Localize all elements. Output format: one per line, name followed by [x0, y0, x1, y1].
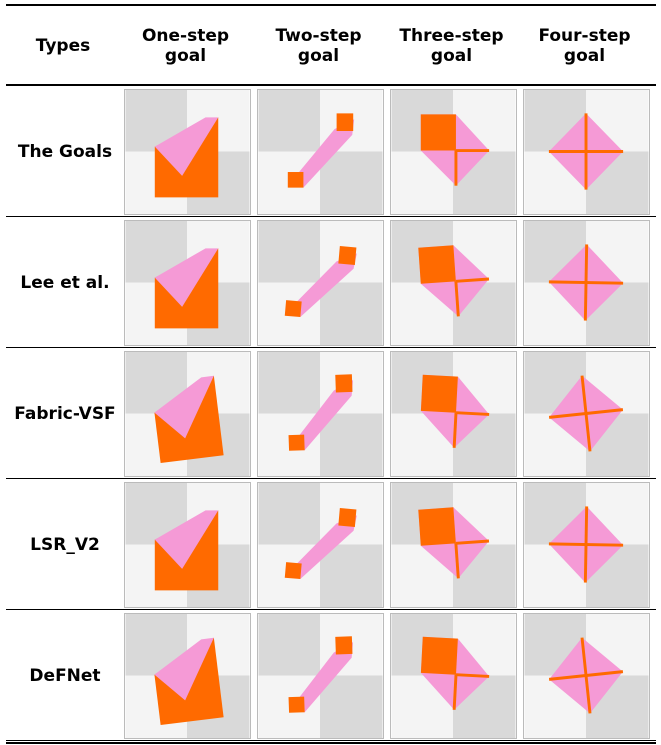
fabric-render [258, 614, 383, 738]
checker [320, 152, 382, 214]
fabric-render [125, 90, 250, 214]
fabric-render [524, 90, 649, 214]
checker [320, 414, 382, 476]
fabric-render [524, 614, 649, 738]
result-image [390, 613, 517, 739]
top-rule [6, 4, 656, 6]
column-header: Two-step goal [257, 14, 380, 78]
checker [259, 90, 321, 152]
fabric-render [125, 483, 250, 607]
result-image [124, 220, 251, 346]
column-header: Three-step goal [390, 14, 513, 78]
cloth-part [337, 113, 354, 131]
result-image [257, 89, 384, 215]
row-label: Lee et al. [10, 217, 120, 348]
cloth-part [418, 507, 456, 545]
fabric-render [391, 90, 516, 214]
cloth-part [289, 435, 305, 451]
checker [259, 352, 321, 414]
fold-line [456, 675, 489, 677]
cloth-part [335, 636, 352, 654]
fabric-render [524, 221, 649, 345]
fold-line [585, 506, 586, 582]
checker [259, 614, 321, 676]
result-image [523, 351, 650, 477]
cloth-part [421, 637, 458, 675]
fold-line [454, 413, 456, 448]
checker [320, 283, 382, 345]
result-image [124, 89, 251, 215]
fabric-render [524, 352, 649, 476]
cloth-part [288, 172, 304, 188]
fabric-render [524, 483, 649, 607]
result-image [257, 482, 384, 608]
fabric-render [258, 352, 383, 476]
cloth-part [421, 114, 456, 150]
result-image [257, 220, 384, 346]
result-image [390, 89, 517, 215]
row-label: Fabric-VSF [10, 348, 120, 479]
checker [259, 221, 321, 283]
column-header: One-step goal [124, 14, 247, 78]
bottom-rule [6, 742, 656, 744]
fabric-render [125, 352, 250, 476]
result-image [124, 482, 251, 608]
row-label: The Goals [10, 86, 120, 217]
fabric-render [258, 483, 383, 607]
cloth-part [285, 562, 302, 579]
cloth-part [338, 246, 356, 265]
fabric-render [258, 90, 383, 214]
result-image [390, 482, 517, 608]
column-header: Types [10, 14, 116, 78]
row-label: LSR_V2 [10, 479, 120, 610]
checker [259, 483, 321, 545]
fabric-render [258, 221, 383, 345]
cloth-part [289, 697, 305, 713]
page: (() => { const data = JSON.parse(documen… [0, 0, 661, 745]
fabric-render [125, 614, 250, 738]
column-header: Four-step goal [523, 14, 646, 78]
cloth-part [338, 508, 356, 527]
cloth-part [285, 300, 302, 317]
result-image [523, 220, 650, 346]
fabric-render [391, 483, 516, 607]
fabric-render [125, 221, 250, 345]
result-image [124, 613, 251, 739]
fabric-render [391, 614, 516, 738]
fabric-render [391, 221, 516, 345]
fold-line [454, 675, 456, 710]
cloth-part [418, 245, 456, 283]
cloth-part [335, 374, 352, 392]
result-image [124, 351, 251, 477]
result-image [523, 482, 650, 608]
row-label: DeFNet [10, 610, 120, 741]
fold-line [456, 413, 489, 415]
checker [320, 545, 382, 607]
result-image [257, 613, 384, 739]
result-image [523, 613, 650, 739]
result-image [390, 220, 517, 346]
checker [320, 676, 382, 738]
cloth-part [421, 375, 458, 413]
fabric-render [391, 352, 516, 476]
result-image [390, 351, 517, 477]
result-image [257, 351, 384, 477]
result-image [523, 89, 650, 215]
fold-line [585, 244, 586, 320]
